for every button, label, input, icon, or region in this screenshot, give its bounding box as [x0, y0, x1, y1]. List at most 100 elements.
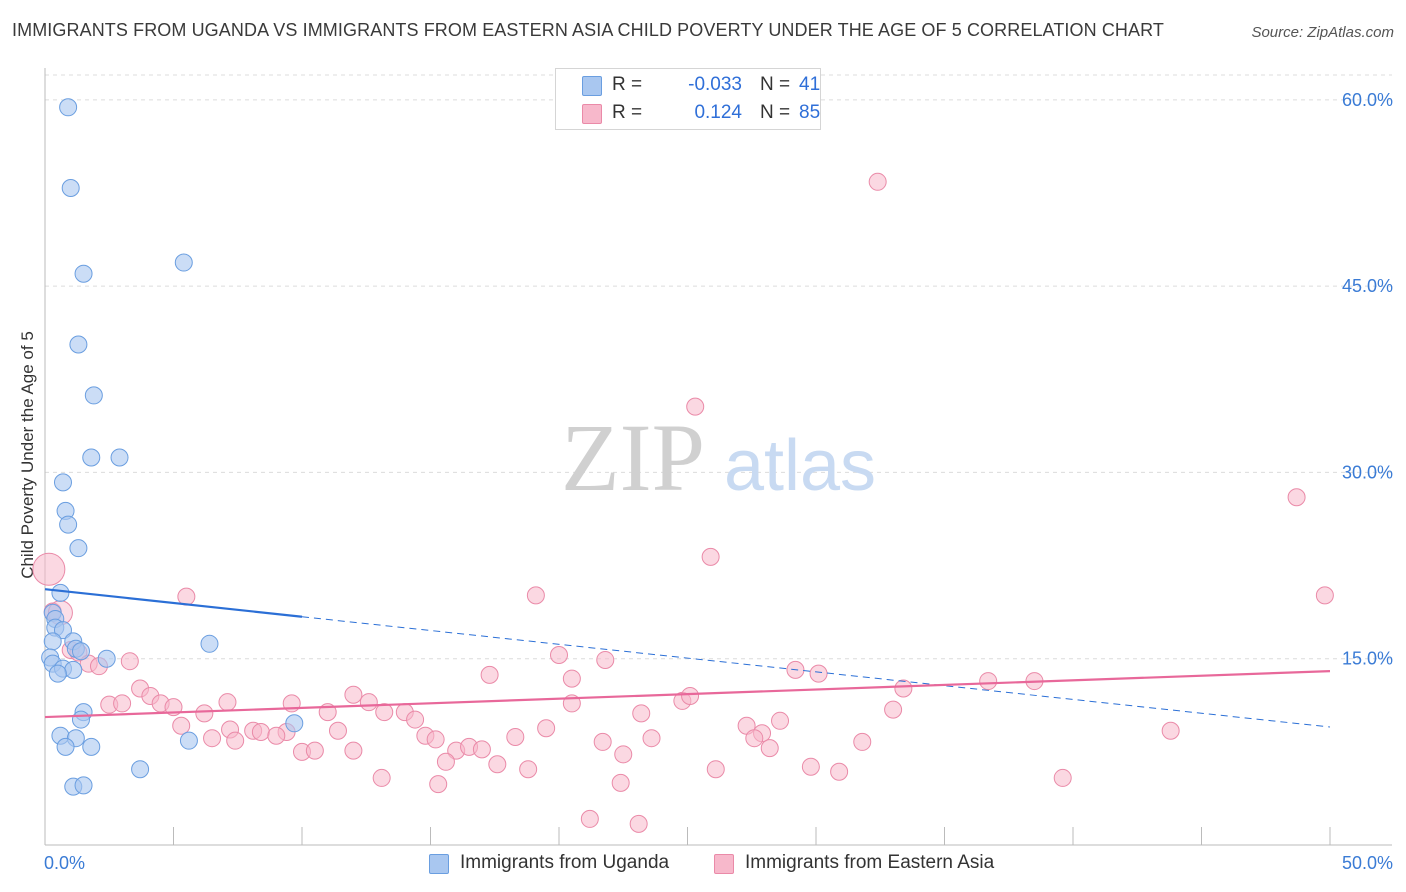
- eastern-asia-point: [203, 729, 222, 748]
- uganda-point: [61, 179, 80, 198]
- eastern-asia-point: [830, 762, 849, 781]
- eastern-asia-point: [328, 721, 347, 740]
- eastern-asia-point: [172, 716, 191, 735]
- eastern-asia-point: [745, 729, 764, 748]
- eastern-asia-point: [488, 755, 507, 774]
- uganda-point: [200, 634, 219, 653]
- eastern-asia-point: [614, 745, 633, 764]
- eastern-asia-point: [195, 704, 214, 723]
- legend-r-value-eastern-asia: 0.124: [694, 102, 742, 123]
- eastern-asia-point: [979, 672, 998, 691]
- eastern-asia-point: [344, 685, 363, 704]
- uganda-point: [174, 253, 193, 272]
- uganda-point: [131, 760, 150, 779]
- series-uganda-points: [41, 98, 304, 796]
- eastern-asia-point: [436, 752, 455, 771]
- gridlines: [45, 74, 1392, 660]
- eastern-asia-point: [681, 686, 700, 705]
- eastern-asia-point: [1053, 768, 1072, 787]
- eastern-asia-point: [537, 719, 556, 738]
- legend-n-value-uganda: 41: [799, 74, 821, 95]
- y-tick-label: 60.0%: [1342, 90, 1393, 110]
- eastern-asia-point: [267, 726, 286, 745]
- watermark-atlas: atlas: [724, 426, 876, 506]
- eastern-asia-point: [629, 814, 648, 833]
- legend-n-label: N =: [760, 74, 791, 95]
- uganda-point: [64, 660, 83, 679]
- legend-swatch-uganda: [582, 76, 602, 96]
- uganda-point: [110, 448, 129, 467]
- bottom-legend-swatch-eastern-asia: [714, 854, 734, 874]
- eastern-asia-point: [884, 700, 903, 719]
- eastern-asia-point: [550, 645, 568, 664]
- uganda-trendline: [44, 588, 303, 618]
- eastern-asia-point: [1315, 586, 1334, 605]
- eastern-asia-point: [359, 693, 378, 712]
- y-tick-label: 45.0%: [1342, 276, 1393, 296]
- axes: [44, 68, 1392, 846]
- eastern-asia-point: [853, 732, 872, 751]
- uganda-point: [56, 737, 75, 756]
- eastern-asia-point: [809, 664, 828, 683]
- eastern-asia-point: [868, 172, 887, 191]
- uganda-point: [82, 448, 101, 467]
- chart-title: IMMIGRANTS FROM UGANDA VS IMMIGRANTS FRO…: [12, 20, 1164, 40]
- eastern-asia-point: [706, 760, 725, 779]
- eastern-asia-point: [120, 652, 139, 671]
- legend-r-label: R =: [612, 74, 643, 95]
- eastern-asia-point: [506, 727, 525, 746]
- eastern-asia-point: [632, 704, 651, 723]
- eastern-asia-point: [429, 775, 448, 794]
- eastern-asia-point: [113, 694, 132, 713]
- y-tick-label: 30.0%: [1342, 462, 1393, 482]
- eastern-asia-point: [580, 809, 599, 828]
- eastern-asia-point: [611, 773, 630, 792]
- eastern-asia-point: [562, 669, 581, 688]
- uganda-point: [74, 776, 93, 795]
- uganda-point: [53, 473, 72, 492]
- legend-r-value-uganda: -0.033: [688, 74, 742, 95]
- eastern-asia-point: [593, 732, 612, 751]
- bottom-legend-label-uganda: Immigrants from Uganda: [460, 852, 670, 873]
- eastern-asia-point: [894, 679, 913, 698]
- uganda-point: [82, 737, 101, 756]
- uganda-point: [71, 710, 90, 729]
- eastern-asia-point: [426, 730, 445, 749]
- eastern-asia-point: [642, 729, 661, 748]
- watermark: ZIP atlas: [561, 404, 876, 511]
- eastern-asia-point: [1161, 721, 1180, 740]
- eastern-asia-point: [218, 693, 237, 712]
- eastern-asia-point: [686, 397, 705, 416]
- eastern-asia-trendline: [44, 670, 1331, 719]
- eastern-asia-point: [305, 741, 324, 760]
- uganda-point: [71, 642, 90, 661]
- uganda-point: [69, 335, 88, 354]
- uganda-point: [179, 731, 198, 750]
- eastern-asia-point: [375, 703, 394, 722]
- legend-swatch-eastern-asia: [582, 104, 602, 124]
- eastern-asia-point: [1287, 488, 1306, 507]
- eastern-asia-point: [480, 665, 499, 684]
- x-tick-label-min: 0.0%: [44, 853, 85, 873]
- uganda-point: [51, 583, 70, 602]
- eastern-asia-point: [177, 587, 196, 606]
- uganda-point: [59, 98, 78, 117]
- eastern-asia-point: [526, 586, 545, 605]
- legend-r-label: R =: [612, 102, 643, 123]
- tick-labels: 15.0% 30.0% 45.0% 60.0% 0.0% 50.0%: [44, 90, 1393, 873]
- x-tick-label-max: 50.0%: [1342, 853, 1393, 873]
- uganda-point: [43, 632, 62, 651]
- eastern-asia-point: [372, 768, 391, 787]
- eastern-asia-point: [701, 547, 720, 566]
- correlation-legend: R = -0.033 N = 41 R = 0.124 N = 85: [555, 68, 821, 130]
- eastern-asia-point: [771, 711, 790, 730]
- uganda-point: [59, 515, 78, 534]
- y-tick-label: 15.0%: [1342, 649, 1393, 669]
- eastern-asia-point: [519, 760, 538, 779]
- uganda-point: [53, 621, 72, 640]
- uganda-point: [97, 649, 116, 668]
- series-eastern-asia-points: [32, 172, 1334, 833]
- eastern-asia-point: [251, 722, 270, 741]
- eastern-asia-point: [596, 650, 615, 669]
